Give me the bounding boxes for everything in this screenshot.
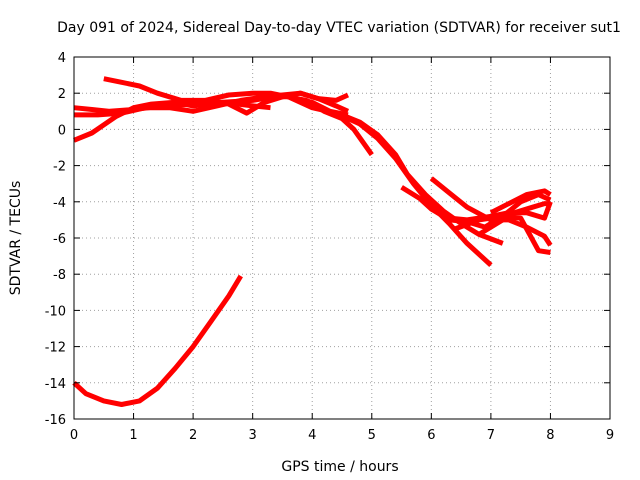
y-tick-label: 2 (58, 87, 66, 102)
y-tick-label: -12 (45, 341, 66, 356)
x-tick-label: 2 (189, 428, 197, 443)
y-tick-label: 4 (58, 51, 66, 66)
series-line-arc-3 (73, 99, 271, 143)
series-line-arc-14 (489, 188, 552, 215)
series-line-arc-5 (74, 94, 374, 157)
x-tick-label: 7 (487, 428, 495, 443)
y-tick-label: -8 (53, 268, 66, 283)
chart-title: Day 091 of 2024, Sidereal Day-to-day VTE… (57, 20, 621, 36)
y-tick-label: -14 (45, 377, 66, 392)
y-tick-label: 0 (58, 123, 66, 138)
series-line-arc-13 (477, 201, 551, 237)
x-tick-label: 3 (249, 428, 257, 443)
x-axis-label: GPS time / hours (281, 459, 398, 475)
x-tick-label: 5 (368, 428, 376, 443)
y-axis-label: SDTVAR / TECUs (8, 181, 24, 296)
data-series (72, 76, 553, 407)
y-tick-label: -6 (53, 232, 66, 247)
x-tick-label: 4 (308, 428, 316, 443)
series-line-arc-8 (341, 112, 504, 246)
x-tick-label: 0 (70, 428, 78, 443)
series-line-arc-6 (210, 90, 350, 116)
series-line-arc-1 (72, 274, 243, 407)
axis-ticks: 0 1 2 3 4 5 6 7 8 9 -16 -14 -12 -10 -8 -6 -4 -2 0 2 4 (45, 51, 614, 443)
x-tick-label: 6 (427, 428, 435, 443)
y-tick-label: -4 (53, 196, 66, 211)
x-tick-label: 9 (606, 428, 614, 443)
y-tick-label: -10 (45, 304, 66, 319)
series-line-arc-11 (429, 192, 552, 230)
y-tick-label: -2 (53, 160, 66, 175)
x-tick-label: 8 (546, 428, 554, 443)
x-tick-label: 1 (129, 428, 137, 443)
y-tick-label: -16 (45, 413, 66, 428)
